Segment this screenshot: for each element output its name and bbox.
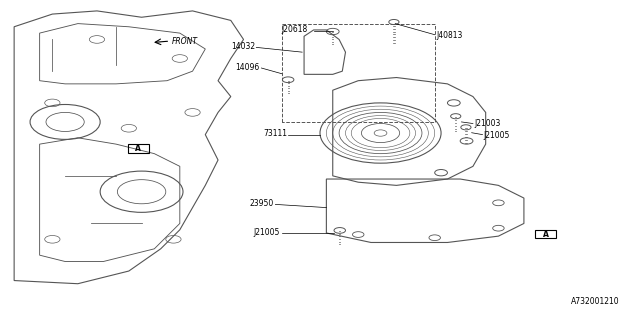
Text: J21005: J21005 (484, 131, 510, 140)
Text: J21005: J21005 (253, 228, 280, 237)
Text: J20618: J20618 (281, 25, 307, 35)
Text: 14096: 14096 (236, 63, 259, 72)
Text: J21003: J21003 (474, 119, 500, 128)
Text: 14032: 14032 (231, 42, 255, 51)
Text: A732001210: A732001210 (571, 297, 620, 306)
Text: J40813: J40813 (436, 31, 462, 40)
Text: 73111: 73111 (263, 130, 287, 139)
Text: A: A (136, 144, 141, 153)
Text: A: A (543, 230, 548, 239)
Text: FRONT: FRONT (172, 36, 198, 45)
Text: 23950: 23950 (250, 199, 274, 208)
